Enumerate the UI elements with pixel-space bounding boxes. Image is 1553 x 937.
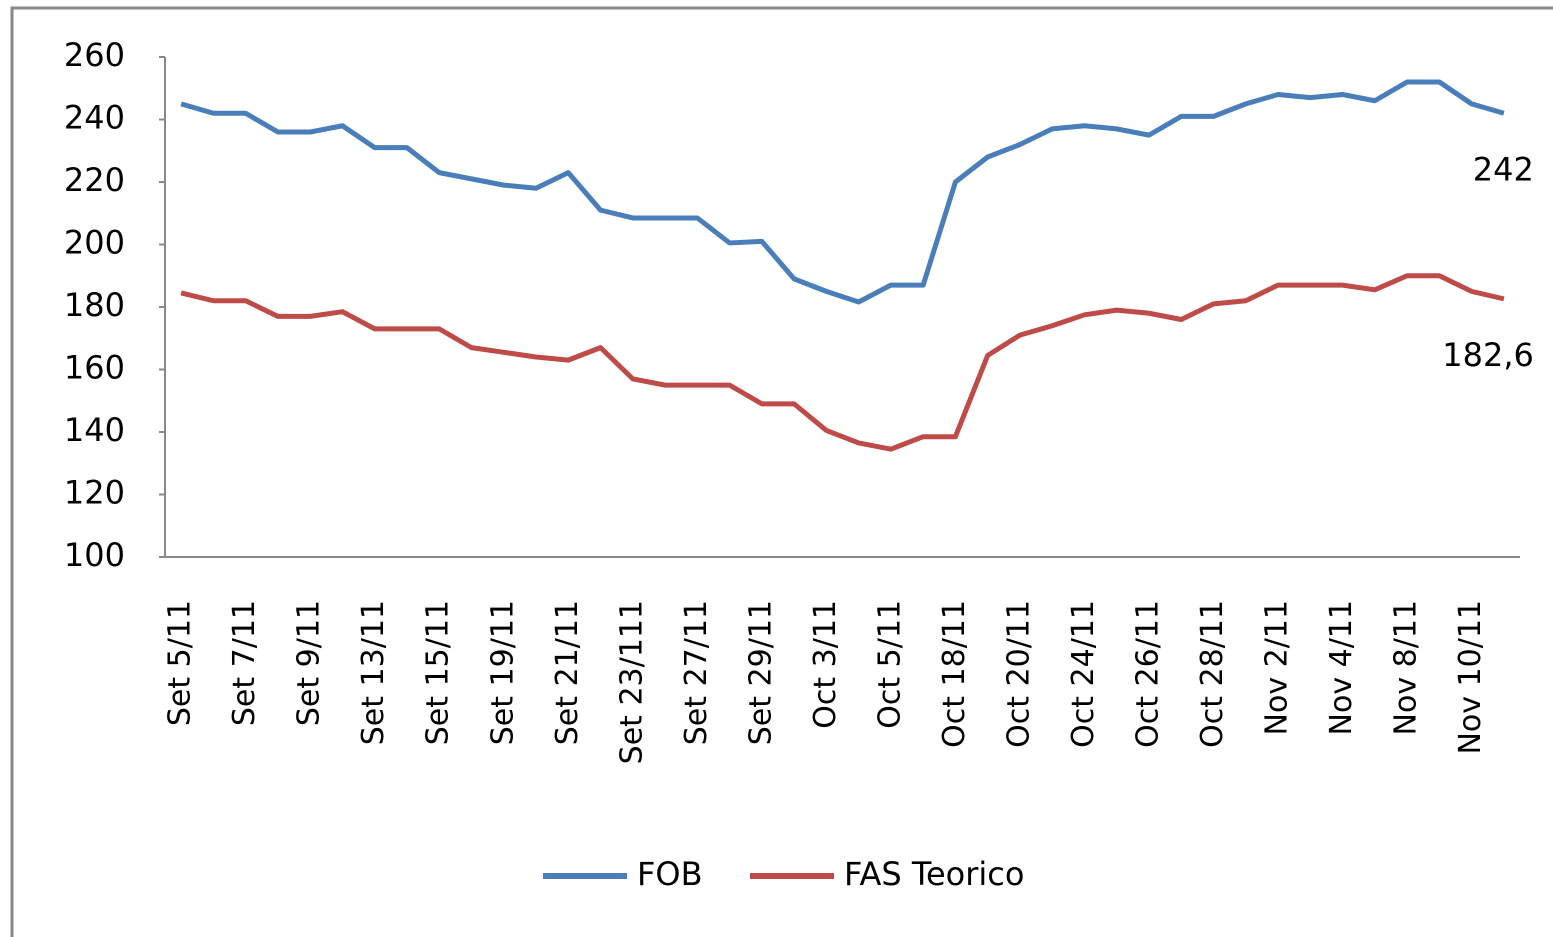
y-tick-label: 240 (64, 99, 125, 137)
x-tick-label: Oct 24/11 (1066, 600, 1101, 748)
x-tick-label: Set 7/11 (227, 600, 262, 726)
series-line (180, 273, 1505, 452)
x-tick-label: Set 15/11 (421, 600, 456, 745)
x-tick-label: Set 27/11 (679, 600, 714, 745)
y-tick-label: 160 (64, 349, 125, 387)
legend-label: FAS Teorico (844, 855, 1024, 893)
x-tick-label: Set 29/11 (743, 600, 778, 745)
y-tick-label: 120 (64, 474, 125, 512)
y-tick-label: 140 (64, 411, 125, 449)
x-tick-label: Oct 26/11 (1130, 600, 1165, 748)
y-tick-label: 180 (64, 286, 125, 324)
x-tick-label: Set 13/11 (356, 600, 391, 745)
x-tick-label: Set 19/11 (485, 600, 520, 745)
x-tick-label: Set 5/11 (163, 600, 198, 726)
x-tick-label: Set 21/11 (550, 600, 585, 745)
chart-frame (10, 6, 1553, 937)
y-tick-label: 260 (64, 36, 125, 74)
x-tick-label: Oct 5/11 (872, 600, 907, 729)
x-tick-label: Oct 18/11 (937, 600, 972, 748)
x-tick-label: Oct 28/11 (1195, 600, 1230, 748)
x-tick-label: Nov 2/11 (1260, 600, 1295, 735)
x-tick-label: Nov 4/11 (1324, 600, 1359, 735)
x-tick-label: Oct 20/11 (1001, 600, 1036, 748)
x-tick-label: Set 9/11 (292, 600, 327, 726)
data-label: 242 (1473, 150, 1534, 188)
series-line (180, 79, 1505, 305)
y-tick-label: 200 (64, 224, 125, 262)
x-tick-label: Nov 10/11 (1453, 600, 1488, 755)
x-tick-label: Nov 8/11 (1389, 600, 1424, 735)
x-tick-label: Oct 3/11 (808, 600, 843, 729)
y-tick-label: 220 (64, 161, 125, 199)
data-label: 182,6 (1442, 336, 1534, 374)
legend-label: FOB (637, 855, 703, 893)
y-tick-label: 100 (64, 536, 125, 574)
x-tick-label: Set 23/111 (614, 600, 649, 764)
